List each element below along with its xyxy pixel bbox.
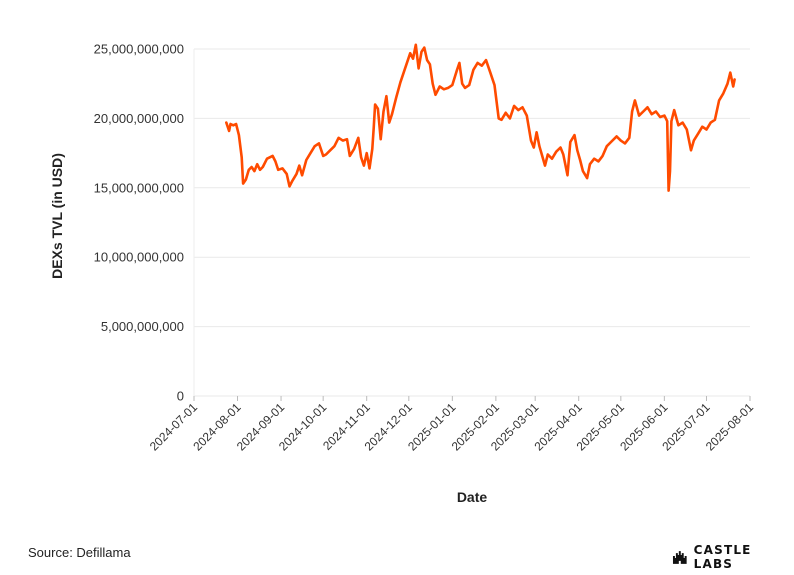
castle-icon (672, 551, 687, 564)
y-axis-ticks: 0 5,000,000,000 10,000,000,000 15,000,000,0… (94, 42, 184, 404)
y-tick-label: 5,000,000,000 (101, 319, 184, 334)
x-tick-label: 2025-08-01 (703, 400, 757, 454)
y-tick-label: 10,000,000,000 (94, 250, 184, 265)
y-tick-label: 20,000,000,000 (94, 111, 184, 126)
castle-labs-logo: CASTLE LABS (672, 543, 794, 571)
y-tick-label: 0 (177, 389, 184, 404)
gridlines (193, 48, 750, 397)
series-line (225, 43, 736, 192)
y-tick-label: 15,000,000,000 (94, 180, 184, 195)
source-note: Source: Defillama (28, 545, 131, 560)
y-tick-label: 25,000,000,000 (94, 42, 184, 57)
x-axis-title: Date (457, 489, 488, 505)
x-axis-ticks: 2024-07-012024-08-012024-09-012024-10-01… (147, 396, 757, 454)
logo-text: CASTLE LABS (693, 543, 752, 571)
y-axis-title: DEXs TVL (in USD) (49, 153, 65, 279)
